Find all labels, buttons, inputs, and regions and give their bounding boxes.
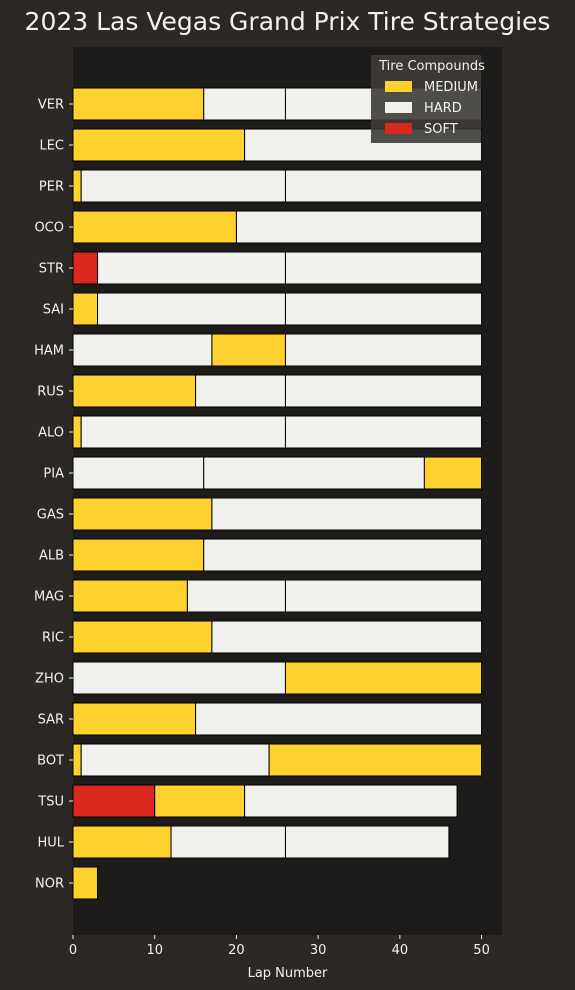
y-axis: VER LEC PER OCO STR SAI HAM RUS ALO PIA GAS ALB MAG R… bbox=[34, 98, 73, 892]
x-tick-label: 30 bbox=[310, 943, 327, 958]
x-tick-label: 0 bbox=[69, 943, 77, 958]
stint-bar-oco-medium bbox=[72, 210, 237, 244]
stint-bar-sai-medium bbox=[72, 292, 99, 326]
legend-title: Tire Compounds bbox=[378, 59, 485, 74]
stint-bar-pia-hard bbox=[203, 456, 425, 490]
y-tick-label-gas: GAS bbox=[37, 508, 64, 523]
stint-bar-oco-hard bbox=[235, 210, 483, 244]
y-tick-label-lec: LEC bbox=[39, 139, 64, 154]
stint-bar-ver-medium bbox=[72, 87, 205, 121]
y-tick-label-alb: ALB bbox=[39, 549, 64, 564]
stint-bar-mag-hard bbox=[186, 579, 286, 613]
y-tick-label-pia: PIA bbox=[43, 467, 64, 482]
stint-bar-bot-medium bbox=[268, 743, 483, 777]
stint-bar-rus-hard bbox=[195, 374, 286, 408]
stint-bar-alo-hard bbox=[80, 415, 286, 449]
stint-bar-bot-hard bbox=[80, 743, 270, 777]
y-tick-label-per: PER bbox=[39, 180, 64, 195]
stint-bar-ham-hard bbox=[72, 333, 213, 367]
stint-bar-alo-hard bbox=[284, 415, 483, 449]
y-tick-label-sai: SAI bbox=[43, 303, 64, 318]
stint-bar-ver-hard bbox=[203, 87, 286, 121]
y-tick-label-hul: HUL bbox=[37, 836, 64, 851]
stint-bar-pia-medium bbox=[423, 456, 483, 490]
stint-bar-ham-hard bbox=[284, 333, 483, 367]
y-tick-label-ver: VER bbox=[38, 98, 64, 113]
stint-bar-ham-medium bbox=[211, 333, 286, 367]
stint-bar-zho-medium bbox=[284, 661, 483, 695]
legend-label-medium: MEDIUM bbox=[424, 80, 478, 95]
stint-bar-hul-hard bbox=[284, 825, 450, 859]
legend: Tire Compounds MEDIUM HARD SOFT bbox=[371, 55, 485, 143]
stint-bar-tsu-medium bbox=[154, 784, 246, 818]
stint-bar-rus-hard bbox=[284, 374, 483, 408]
legend-label-soft: SOFT bbox=[424, 122, 458, 137]
y-tick-label-oco: OCO bbox=[34, 221, 64, 236]
stint-bar-rus-medium bbox=[72, 374, 197, 408]
stint-bar-sai-hard bbox=[97, 292, 286, 326]
y-tick-label-str: STR bbox=[39, 262, 64, 277]
stint-bar-sar-hard bbox=[195, 702, 483, 736]
stint-bar-per-hard bbox=[80, 169, 286, 203]
stint-bar-hul-medium bbox=[72, 825, 172, 859]
y-tick-label-ham: HAM bbox=[34, 344, 64, 359]
stint-bar-zho-hard bbox=[72, 661, 286, 695]
stint-bar-sar-medium bbox=[72, 702, 197, 736]
stint-bar-hul-hard bbox=[170, 825, 286, 859]
stint-bar-str-hard bbox=[97, 251, 286, 285]
stint-bar-str-hard bbox=[284, 251, 483, 285]
x-tick-label: 10 bbox=[146, 943, 163, 958]
stint-bar-per-hard bbox=[284, 169, 483, 203]
stint-bar-alb-medium bbox=[72, 538, 205, 572]
y-tick-label-nor: NOR bbox=[35, 877, 64, 892]
stint-bar-alb-hard bbox=[203, 538, 483, 572]
x-tick-label: 50 bbox=[473, 943, 490, 958]
stint-bar-pia-hard bbox=[72, 456, 205, 490]
y-tick-label-alo: ALO bbox=[38, 426, 64, 441]
stint-bar-mag-hard bbox=[284, 579, 483, 613]
legend-label-hard: HARD bbox=[424, 101, 462, 116]
stint-bar-alo-medium bbox=[72, 415, 82, 449]
x-tick-label: 40 bbox=[392, 943, 409, 958]
bars-group bbox=[72, 87, 483, 900]
stint-bar-mag-medium bbox=[72, 579, 188, 613]
stint-bar-gas-hard bbox=[211, 497, 483, 531]
x-tick-label: 20 bbox=[228, 943, 245, 958]
stint-bar-gas-medium bbox=[72, 497, 213, 531]
stint-bar-str-soft bbox=[72, 251, 99, 285]
stint-bar-ric-medium bbox=[72, 620, 213, 654]
y-tick-label-ric: RIC bbox=[42, 631, 64, 646]
x-axis-label: Lap Number bbox=[248, 966, 328, 981]
legend-swatch-hard bbox=[385, 102, 412, 113]
chart-title: 2023 Las Vegas Grand Prix Tire Strategie… bbox=[25, 7, 551, 36]
y-tick-label-zho: ZHO bbox=[35, 672, 64, 687]
y-tick-label-sar: SAR bbox=[38, 713, 64, 728]
stint-bar-tsu-hard bbox=[244, 784, 458, 818]
stint-bar-sai-hard bbox=[284, 292, 483, 326]
legend-swatch-soft bbox=[385, 123, 412, 134]
y-tick-label-bot: BOT bbox=[37, 754, 64, 769]
stint-bar-bot-medium bbox=[72, 743, 82, 777]
stint-bar-nor-medium bbox=[72, 866, 99, 900]
stint-bar-ric-hard bbox=[211, 620, 483, 654]
y-tick-label-rus: RUS bbox=[37, 385, 64, 400]
stint-bar-tsu-soft bbox=[72, 784, 156, 818]
x-axis: 0 10 20 30 40 50 bbox=[69, 935, 490, 958]
legend-swatch-medium bbox=[385, 81, 412, 92]
stint-bar-lec-medium bbox=[72, 128, 246, 162]
stint-bar-per-medium bbox=[72, 169, 82, 203]
y-tick-label-tsu: TSU bbox=[37, 795, 64, 810]
y-tick-label-mag: MAG bbox=[34, 590, 64, 605]
